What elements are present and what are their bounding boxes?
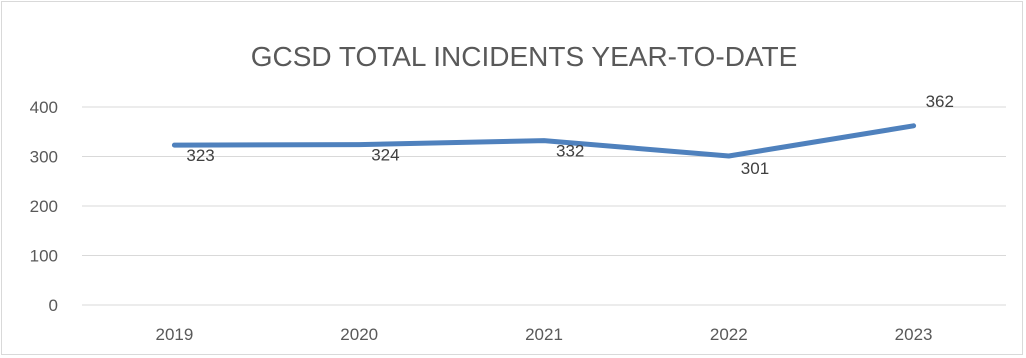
- y-tick-label: 400: [30, 98, 58, 117]
- x-axis-tick-labels: 2019 2020 2021 2022 2023: [155, 325, 932, 344]
- chart-title: GCSD TOTAL INCIDENTS YEAR-TO-DATE: [251, 41, 798, 72]
- x-tick-label: 2023: [895, 325, 933, 344]
- data-label: 324: [371, 146, 399, 165]
- y-tick-label: 0: [49, 296, 58, 315]
- x-tick-label: 2022: [710, 325, 748, 344]
- data-label: 362: [926, 92, 954, 111]
- data-label: 332: [556, 142, 584, 161]
- data-labels: 323 324 332 301 362: [186, 92, 954, 178]
- y-axis-tick-labels: 0 100 200 300 400: [30, 98, 58, 315]
- y-tick-label: 300: [30, 148, 58, 167]
- series-line: [171, 123, 917, 159]
- x-tick-label: 2020: [340, 325, 378, 344]
- data-label: 301: [741, 159, 769, 178]
- data-label: 323: [186, 146, 214, 165]
- x-tick-label: 2019: [155, 325, 193, 344]
- y-tick-label: 200: [30, 197, 58, 216]
- gridlines: [82, 106, 1006, 306]
- y-tick-label: 100: [30, 247, 58, 266]
- x-tick-label: 2021: [525, 325, 563, 344]
